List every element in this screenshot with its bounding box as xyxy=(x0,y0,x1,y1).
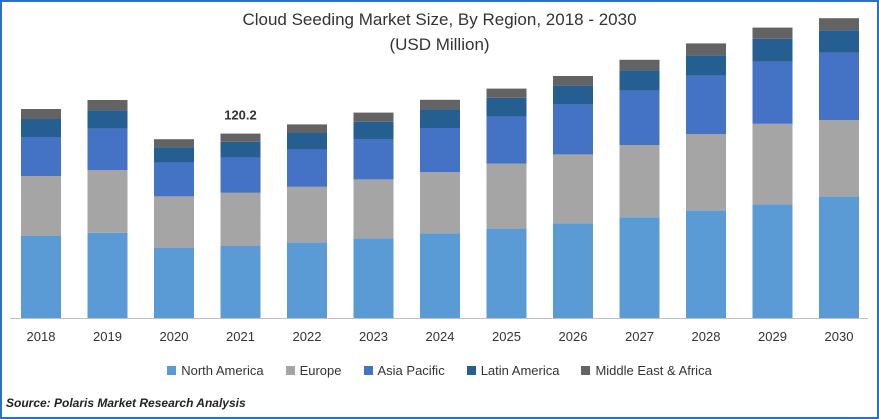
x-tick-label-2027: 2027 xyxy=(625,329,654,344)
legend-swatch xyxy=(285,366,295,375)
bar-segment-2029-3 xyxy=(752,38,793,62)
x-tick-label-2022: 2022 xyxy=(293,329,322,344)
bar-segment-2030-0 xyxy=(819,196,859,318)
legend-label: Middle East & Africa xyxy=(595,363,712,378)
chart-title: Cloud Seeding Market Size, By Region, 20… xyxy=(242,10,637,29)
bar-segment-2028-1 xyxy=(686,134,726,211)
x-tick-label-2021: 2021 xyxy=(226,329,255,344)
bar-segment-2021-1 xyxy=(220,192,261,246)
bar-segment-2020-3 xyxy=(154,147,194,163)
chart-legend: North America Europe Asia Pacific Latin Ame… xyxy=(0,363,879,378)
bar-segment-2026-4 xyxy=(553,76,593,86)
legend-label: North America xyxy=(181,363,264,378)
legend-item-3: Latin America xyxy=(466,363,560,378)
bar-segment-2026-3 xyxy=(553,85,593,105)
bar-segment-2022-2 xyxy=(287,149,327,187)
bar-segment-2023-0 xyxy=(353,238,394,318)
legend-item-1: Europe xyxy=(285,363,342,378)
bar-segment-2022-3 xyxy=(287,133,327,150)
x-tick-label-2024: 2024 xyxy=(426,329,455,344)
bar-segment-2024-2 xyxy=(420,128,460,173)
legend-swatch xyxy=(167,366,177,375)
bar-segment-2020-4 xyxy=(154,139,194,148)
bar-segment-2019-1 xyxy=(87,170,128,233)
bar-segment-2030-4 xyxy=(819,18,859,31)
x-tick-label-2019: 2019 xyxy=(93,329,122,344)
bar-segment-2026-0 xyxy=(553,223,593,318)
legend-swatch xyxy=(581,366,591,375)
bar-segment-2018-3 xyxy=(21,119,61,137)
bar-segment-2024-0 xyxy=(420,233,460,318)
x-tick-label-2030: 2030 xyxy=(825,329,854,344)
bar-segment-2027-4 xyxy=(619,59,660,71)
bar-segment-2024-1 xyxy=(420,172,460,234)
bar-segment-2026-1 xyxy=(553,154,593,224)
bar-segment-2019-2 xyxy=(87,128,128,170)
legend-item-4: Middle East & Africa xyxy=(581,363,712,378)
chart-subtitle: (USD Million) xyxy=(389,35,490,54)
bar-segment-2018-4 xyxy=(21,109,61,119)
data-label-2021: 120.2 xyxy=(224,108,257,123)
bar-segment-2021-2 xyxy=(220,157,261,193)
bar-segment-2029-1 xyxy=(752,123,793,205)
bar-segment-2029-2 xyxy=(752,61,793,124)
bar-segment-2023-4 xyxy=(353,112,394,122)
bar-segment-2018-1 xyxy=(21,176,61,236)
bar-segment-2019-0 xyxy=(87,232,128,318)
bar-segment-2021-3 xyxy=(220,141,261,158)
legend-label: Europe xyxy=(299,363,342,378)
x-tick-label-2020: 2020 xyxy=(160,329,189,344)
bar-segment-2020-2 xyxy=(154,162,194,197)
x-tick-label-2029: 2029 xyxy=(758,329,787,344)
x-tick-label-2025: 2025 xyxy=(492,329,521,344)
bar-segment-2023-2 xyxy=(353,139,394,180)
bar-segment-2019-3 xyxy=(87,110,128,129)
bar-segment-2018-0 xyxy=(21,236,61,318)
bar-segment-2026-2 xyxy=(553,104,593,155)
bar-segment-2027-3 xyxy=(619,70,660,91)
source-note: Source: Polaris Market Research Analysis xyxy=(6,396,246,410)
bar-segment-2030-2 xyxy=(819,52,859,121)
legend-swatch xyxy=(466,366,476,375)
bar-segment-2022-0 xyxy=(287,242,327,318)
legend-item-2: Asia Pacific xyxy=(363,363,445,378)
bar-segment-2018-2 xyxy=(21,137,61,176)
bar-segment-2023-1 xyxy=(353,179,394,239)
bar-segment-2025-1 xyxy=(486,163,527,229)
legend-item-0: North America xyxy=(167,363,264,378)
x-tick-label-2023: 2023 xyxy=(359,329,388,344)
bar-segment-2028-2 xyxy=(686,75,726,134)
bar-segment-2023-3 xyxy=(353,121,394,140)
bar-segment-2021-4 xyxy=(220,133,261,142)
bar-segment-2027-2 xyxy=(619,90,660,145)
bar-segment-2030-1 xyxy=(819,120,859,197)
bar-segment-2024-4 xyxy=(420,99,460,110)
x-tick-label-2018: 2018 xyxy=(27,329,56,344)
bar-segment-2027-0 xyxy=(619,217,660,318)
bar-segment-2025-0 xyxy=(486,228,527,318)
bar-segment-2030-3 xyxy=(819,30,859,53)
bar-segment-2029-4 xyxy=(752,27,793,39)
bar-segment-2025-4 xyxy=(486,88,527,98)
bar-segment-2021-0 xyxy=(220,246,261,318)
x-tick-label-2028: 2028 xyxy=(692,329,721,344)
legend-label: Latin America xyxy=(480,363,560,378)
bar-segment-2022-1 xyxy=(287,186,327,243)
bar-segment-2022-4 xyxy=(287,124,327,133)
legend-label: Asia Pacific xyxy=(377,363,445,378)
bar-segment-2020-0 xyxy=(154,248,194,318)
bar-segment-2028-3 xyxy=(686,55,726,76)
bar-segment-2028-4 xyxy=(686,43,726,56)
bar-segment-2029-0 xyxy=(752,204,793,318)
bar-segment-2019-4 xyxy=(87,100,128,111)
bar-segment-2028-0 xyxy=(686,210,726,318)
bar-segment-2025-3 xyxy=(486,97,527,117)
bar-segment-2024-3 xyxy=(420,109,460,128)
x-tick-label-2026: 2026 xyxy=(559,329,588,344)
bar-segment-2025-2 xyxy=(486,116,527,164)
bar-segment-2027-1 xyxy=(619,145,660,218)
legend-swatch xyxy=(363,366,373,375)
bar-segment-2020-1 xyxy=(154,196,194,248)
